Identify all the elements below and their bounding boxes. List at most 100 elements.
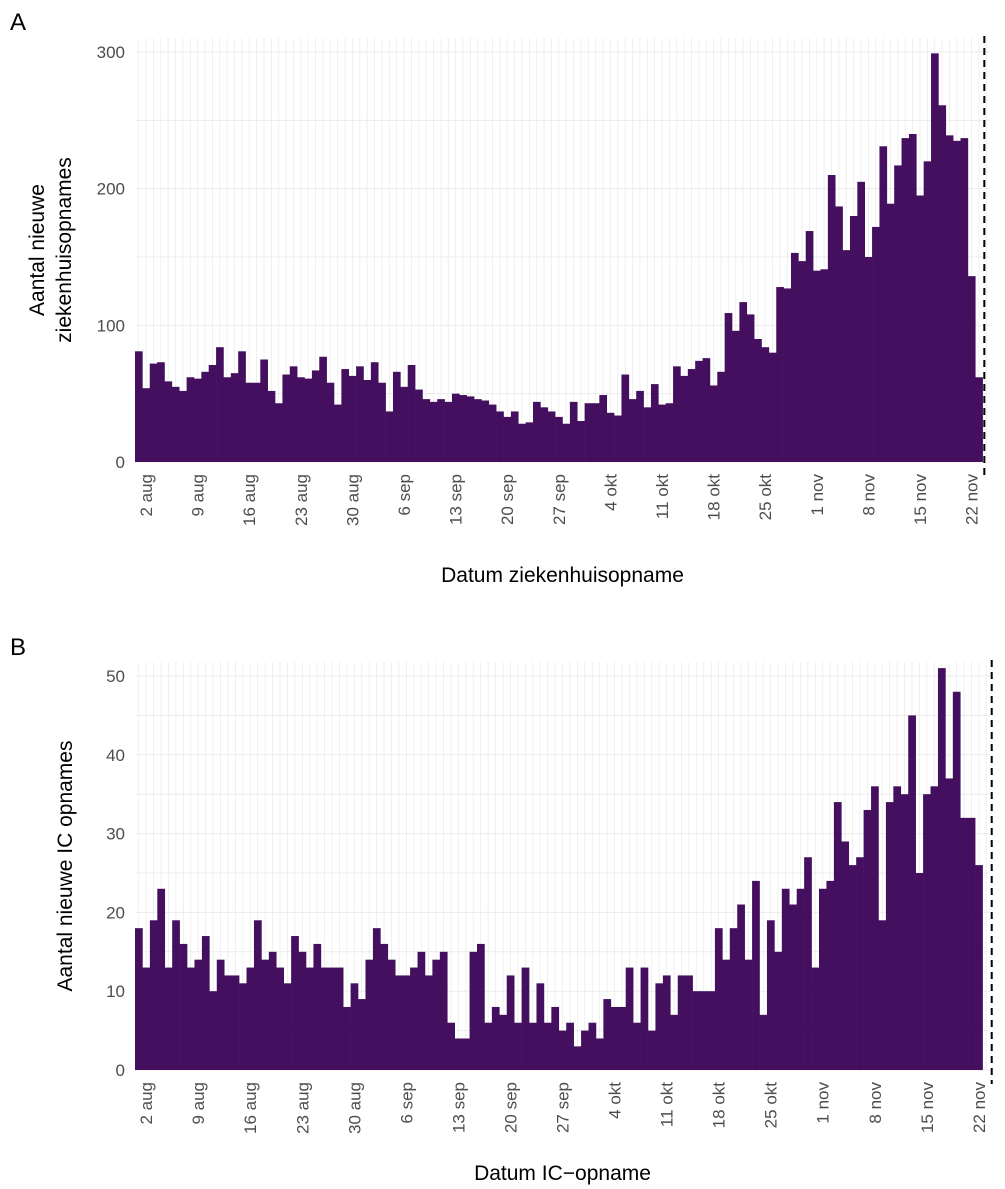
bar: [335, 967, 344, 1070]
panel-a: A 0 100 200 300 2 aug 9 aug 16 aug 23 aug 30 aug 6…: [10, 9, 990, 587]
bar: [209, 991, 218, 1070]
bar: [643, 407, 652, 462]
bar: [179, 390, 187, 462]
bar: [246, 967, 255, 1070]
bar: [410, 967, 418, 1070]
bar: [267, 390, 276, 462]
x-tick-label: 16 aug: [241, 1082, 260, 1134]
bar: [930, 786, 939, 1070]
bar: [863, 809, 872, 1070]
bar: [618, 1006, 626, 1070]
x-tick-label: 11 okt: [658, 1082, 677, 1127]
x-tick-label: 13 sep: [447, 474, 466, 525]
bar: [658, 404, 666, 462]
bar: [724, 313, 733, 462]
bars: [135, 53, 983, 463]
bar: [754, 339, 762, 462]
bar: [378, 382, 386, 462]
bar: [700, 991, 708, 1070]
bar: [759, 1014, 768, 1070]
bar: [276, 967, 284, 1070]
bar: [491, 1006, 500, 1070]
x-tick-label: 18 okt: [705, 474, 724, 521]
x-tick-label: 2 aug: [137, 1082, 156, 1125]
bar: [621, 374, 630, 462]
bar: [187, 967, 195, 1070]
bar: [387, 959, 396, 1070]
bar: [157, 362, 165, 462]
bar: [573, 1046, 582, 1070]
bar: [804, 857, 812, 1070]
bar: [291, 936, 299, 1070]
bar: [952, 691, 961, 1070]
bar: [533, 401, 541, 462]
bar: [402, 975, 411, 1070]
bar: [603, 999, 612, 1070]
bar: [216, 347, 224, 462]
bar: [709, 385, 718, 462]
bar: [595, 1038, 604, 1070]
bar: [282, 374, 291, 462]
bar: [581, 1030, 589, 1070]
bar: [680, 375, 689, 462]
bar: [662, 975, 671, 1070]
bar: [819, 888, 827, 1070]
bar: [142, 967, 151, 1070]
bar: [328, 967, 337, 1070]
bar: [510, 411, 519, 462]
bar: [916, 195, 924, 462]
bar: [625, 967, 634, 1070]
bar: [172, 920, 180, 1070]
bar: [893, 786, 902, 1070]
bar: [135, 351, 143, 462]
y-tick-label: 40: [106, 746, 125, 765]
bar: [900, 794, 909, 1070]
x-tick-label: 20 sep: [498, 474, 517, 525]
y-axis-title: ziekenhuisopnames: [53, 157, 76, 343]
bar: [385, 411, 394, 462]
bar: [260, 359, 268, 462]
bar: [811, 967, 820, 1070]
bar: [885, 802, 894, 1070]
bar: [356, 366, 364, 462]
bar: [239, 983, 247, 1070]
bar: [871, 786, 879, 1070]
bar: [737, 904, 745, 1070]
bar: [415, 389, 423, 462]
x-tick-label: 9 aug: [189, 474, 208, 517]
bar: [776, 287, 784, 462]
bar: [614, 415, 622, 462]
bar: [729, 928, 738, 1070]
bar: [462, 1038, 470, 1070]
x-tick-label: 8 nov: [859, 474, 878, 516]
bar: [945, 135, 954, 462]
bar: [320, 967, 329, 1070]
bar: [783, 288, 792, 462]
bar: [283, 983, 292, 1070]
bar: [503, 416, 512, 462]
bar: [469, 951, 478, 1070]
y-tick-label: 200: [97, 180, 125, 199]
bar: [298, 951, 307, 1070]
bar: [923, 161, 932, 463]
y-tick-label: 0: [116, 453, 125, 472]
bar: [201, 371, 210, 462]
bar: [313, 943, 322, 1070]
bar: [350, 983, 359, 1070]
bar: [872, 226, 880, 462]
x-tick-label: 25 okt: [762, 1082, 781, 1129]
bar: [365, 959, 374, 1070]
bar: [417, 951, 426, 1070]
bar: [857, 181, 865, 463]
bar: [915, 873, 924, 1070]
bar: [216, 959, 225, 1070]
bar: [967, 276, 976, 462]
bar: [304, 378, 313, 462]
bar: [171, 386, 180, 462]
bar: [752, 880, 760, 1070]
bar: [422, 399, 431, 462]
bar: [960, 138, 969, 462]
bar: [774, 951, 783, 1070]
bar: [555, 416, 563, 462]
x-tick-label: 16 aug: [240, 474, 259, 526]
